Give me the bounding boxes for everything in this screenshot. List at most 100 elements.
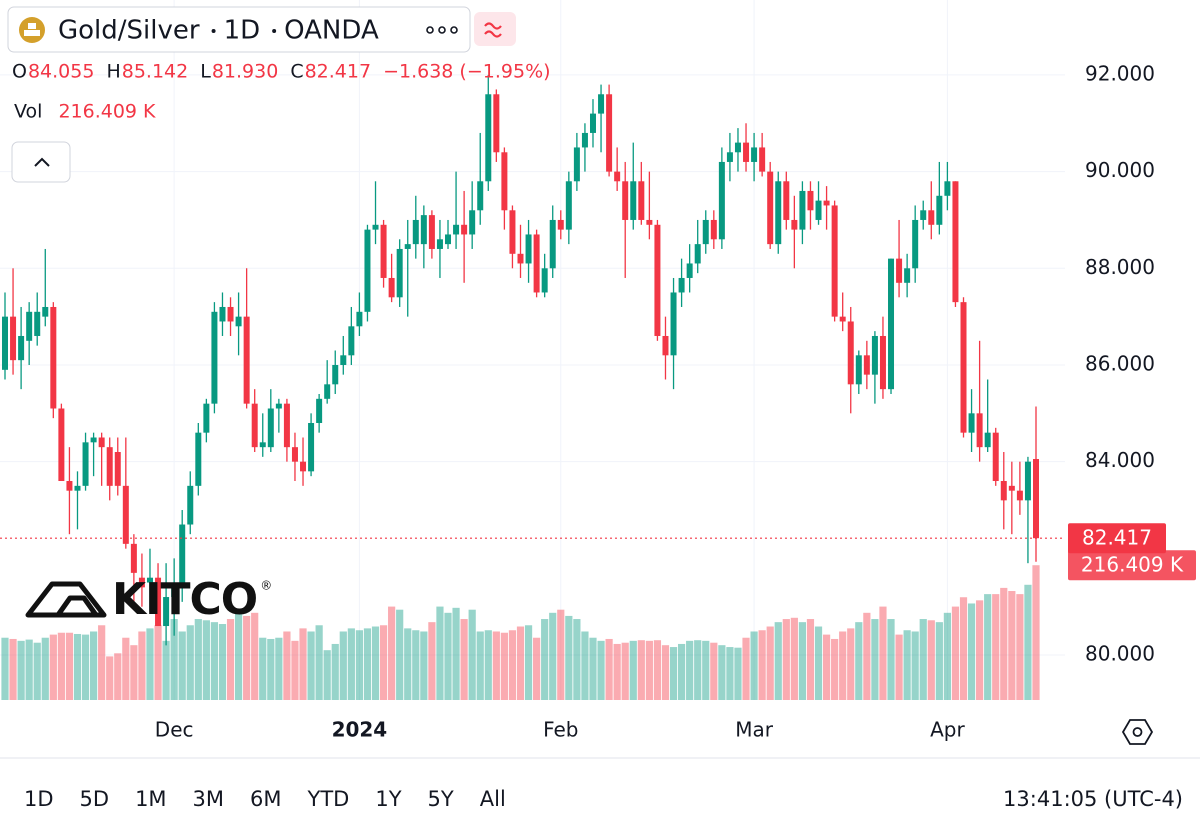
volume-bar bbox=[65, 632, 74, 700]
logo-mark: ® bbox=[260, 579, 272, 593]
candle-body bbox=[300, 461, 307, 472]
candle-body bbox=[501, 152, 508, 211]
candle-body bbox=[888, 258, 895, 390]
volume-bar bbox=[1024, 584, 1032, 700]
candle-body bbox=[130, 543, 137, 573]
candle-body bbox=[718, 161, 725, 240]
candle-body bbox=[533, 234, 540, 293]
volume-bar bbox=[967, 603, 976, 700]
candle-body bbox=[960, 302, 967, 433]
collapse-button[interactable] bbox=[11, 141, 71, 183]
volume-bar bbox=[855, 622, 863, 700]
volume-bar bbox=[871, 619, 879, 700]
legend-key: H bbox=[106, 61, 120, 83]
candle-body bbox=[589, 113, 596, 133]
range-button[interactable]: 5Y bbox=[428, 787, 454, 811]
volume-bar bbox=[283, 631, 291, 700]
volume-bar bbox=[1016, 594, 1024, 700]
candle-body bbox=[122, 485, 129, 544]
more-icon[interactable] bbox=[426, 26, 458, 34]
volume-bar bbox=[428, 622, 436, 700]
range-button[interactable]: 1M bbox=[135, 787, 166, 811]
y-tick-label: 80.000 bbox=[1085, 642, 1155, 666]
compare-icon bbox=[484, 22, 502, 38]
candle-body bbox=[968, 413, 975, 433]
volume-bar bbox=[210, 622, 219, 700]
volume-bar bbox=[122, 637, 130, 700]
y-tick-label: 90.000 bbox=[1085, 158, 1155, 182]
legend-volume-key: Vol bbox=[14, 101, 42, 123]
volume-bar bbox=[734, 647, 742, 700]
volume-bar bbox=[782, 619, 790, 700]
range-button[interactable]: 5D bbox=[80, 787, 110, 811]
candle-body bbox=[759, 147, 766, 172]
range-button[interactable]: 6M bbox=[250, 787, 281, 811]
candle-body bbox=[82, 442, 89, 486]
volume-bar bbox=[742, 637, 750, 700]
volume-bar bbox=[613, 643, 621, 700]
settings-icon[interactable] bbox=[1121, 719, 1154, 745]
candle-body bbox=[138, 577, 145, 588]
volume-bar bbox=[686, 640, 694, 700]
candle-body bbox=[896, 258, 903, 283]
y-tick-label: 88.000 bbox=[1085, 255, 1155, 279]
volume-bar bbox=[323, 650, 331, 700]
candle-layer bbox=[2, 74, 1039, 646]
volume-bar bbox=[976, 600, 984, 700]
candle-body bbox=[614, 171, 621, 182]
volume-bar bbox=[710, 642, 718, 700]
candle-body bbox=[372, 224, 379, 230]
candle-body bbox=[332, 364, 339, 385]
candle-body bbox=[308, 422, 315, 472]
volume-bar bbox=[887, 619, 895, 700]
candle-body bbox=[936, 195, 943, 225]
volume-bar bbox=[1032, 565, 1040, 700]
volume-bar bbox=[774, 622, 782, 700]
volume-bar bbox=[420, 631, 428, 700]
volume-bar bbox=[130, 645, 138, 700]
volume-bar bbox=[17, 640, 25, 700]
candle-body bbox=[847, 321, 854, 385]
range-button[interactable]: 1D bbox=[24, 787, 54, 811]
symbol-box[interactable] bbox=[7, 6, 471, 53]
candle-body bbox=[340, 355, 347, 365]
candle-body bbox=[606, 94, 613, 172]
candle-body bbox=[316, 398, 323, 423]
volume-bar bbox=[315, 625, 323, 700]
symbol-symbol: Gold/Silver bbox=[58, 16, 200, 46]
candle-body bbox=[356, 311, 363, 327]
candle-body bbox=[815, 200, 822, 220]
candle-body bbox=[203, 403, 210, 433]
volume-bar bbox=[500, 632, 508, 700]
volume-bar bbox=[57, 632, 65, 700]
candle-body bbox=[630, 181, 637, 220]
volume-bar bbox=[178, 631, 186, 700]
volume-bar bbox=[694, 640, 702, 700]
candle-body bbox=[106, 447, 113, 486]
range-button[interactable]: All bbox=[480, 787, 506, 811]
candle-body bbox=[50, 306, 57, 409]
volume-bar bbox=[605, 638, 613, 700]
volume-bar bbox=[251, 612, 259, 700]
volume-bar bbox=[895, 634, 903, 700]
range-button[interactable]: 1Y bbox=[375, 787, 401, 811]
candle-body bbox=[436, 239, 443, 249]
candle-body bbox=[171, 587, 178, 598]
volume-bar bbox=[992, 594, 1000, 700]
candle-body bbox=[404, 244, 411, 249]
candle-body bbox=[34, 311, 41, 336]
volume-bar bbox=[396, 609, 404, 700]
range-button[interactable]: YTD bbox=[307, 787, 350, 811]
candle-body bbox=[767, 171, 774, 245]
candle-body bbox=[380, 224, 387, 278]
range-button[interactable]: 3M bbox=[193, 787, 224, 811]
volume-bar bbox=[702, 640, 710, 700]
volume-bar bbox=[524, 625, 533, 700]
logo-icon bbox=[25, 581, 107, 618]
volume-bar bbox=[935, 622, 943, 700]
candle-body bbox=[984, 432, 991, 448]
candle-body bbox=[799, 190, 806, 230]
symbol-icon-bar bbox=[28, 23, 36, 29]
volume-bar bbox=[911, 631, 919, 700]
candle-body bbox=[992, 432, 999, 482]
